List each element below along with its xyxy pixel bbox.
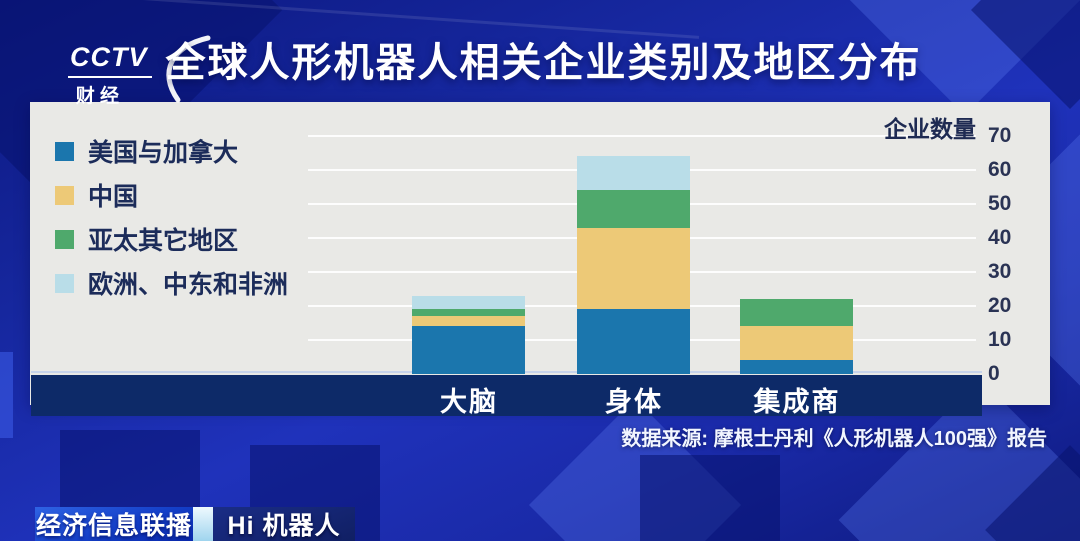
badge-topic: Hi 机器人 xyxy=(213,507,355,541)
legend-item: 美国与加拿大 xyxy=(55,133,238,169)
chart-panel: 0 10 20 30 40 50 60 70 企业数量 美国与加拿大 中国亚太其它地区欧洲、中东… xyxy=(30,102,1050,417)
bar-segment xyxy=(412,309,525,317)
bg-cube xyxy=(985,445,1080,541)
bg-cube xyxy=(528,398,742,541)
badge-separator xyxy=(193,507,213,541)
bar-segment xyxy=(412,326,525,374)
y-tick-label: 60 xyxy=(988,158,1012,181)
badge-program-name: 经济信息联播 xyxy=(35,507,193,541)
legend-label: 中国 xyxy=(88,183,139,211)
bar-segment xyxy=(577,227,690,310)
legend-label: 美国与加拿大 xyxy=(88,139,239,167)
bg-highlight-strip xyxy=(0,352,13,438)
y-tick-label: 10 xyxy=(988,328,1012,351)
bar-segment xyxy=(577,190,690,228)
legend-swatch xyxy=(55,273,74,293)
y-axis-title: 企业数量 xyxy=(884,116,976,142)
x-axis-label: 集成商 xyxy=(753,387,841,417)
bar-segment xyxy=(740,360,853,374)
gridline xyxy=(308,135,976,137)
header: CCTV 财 经 全球人形机器人相关企业类别及地区分布 xyxy=(68,30,922,107)
bar-segment xyxy=(412,316,525,327)
x-axis-band: 大脑 身体 集成商 xyxy=(31,375,982,417)
x-axis-label: 大脑 xyxy=(440,387,498,417)
cctv-logo-text: CCTV xyxy=(68,42,152,78)
bar-segment xyxy=(577,309,690,374)
legend-label: 欧洲、中东和非洲 xyxy=(88,271,289,299)
bar-segment xyxy=(577,156,690,191)
legend-item: 亚太其它地区 xyxy=(55,221,238,257)
source-note: 数据来源: 摩根士丹利《人形机器人100强》报告 xyxy=(621,428,1047,450)
bar-segment xyxy=(412,295,525,310)
bg-cube xyxy=(640,455,780,541)
legend-label: 亚太其它地区 xyxy=(88,227,239,255)
legend-swatch xyxy=(55,185,74,205)
y-tick-label: 50 xyxy=(988,192,1012,215)
y-tick-label: 30 xyxy=(988,260,1012,283)
legend-item: 中国 xyxy=(55,177,138,213)
x-axis-label: 身体 xyxy=(605,387,663,417)
cctv-channel-text: 财 经 xyxy=(75,86,120,107)
footer-badges: 经济信息联播 Hi 机器人 xyxy=(35,507,355,541)
y-tick-label: 20 xyxy=(988,294,1012,317)
cctv-logo: CCTV 财 经 xyxy=(68,42,152,108)
y-tick-label: 40 xyxy=(988,226,1012,249)
legend-swatch xyxy=(55,141,74,161)
legend-swatch xyxy=(55,229,74,249)
y-tick-label: 70 xyxy=(988,124,1012,147)
y-tick-label: 0 xyxy=(988,362,1000,385)
legend-item: 欧洲、中东和非洲 xyxy=(55,265,288,301)
bar-segment xyxy=(740,326,853,361)
bg-cube xyxy=(971,0,1080,109)
chart-title: 全球人形机器人相关企业类别及地区分布 xyxy=(165,41,922,85)
bar-segment xyxy=(740,299,853,327)
